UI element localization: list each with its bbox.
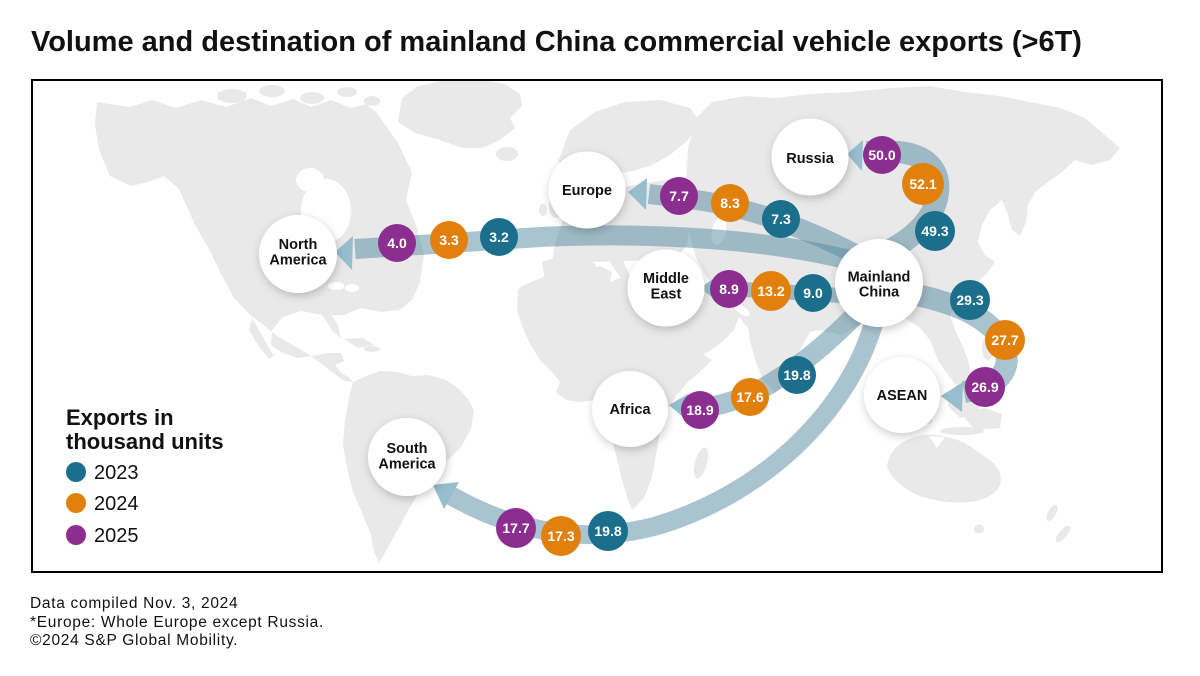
svg-text:China: China — [859, 285, 900, 301]
svg-text:29.3: 29.3 — [956, 292, 983, 308]
svg-text:9.0: 9.0 — [803, 285, 823, 301]
svg-text:52.1: 52.1 — [909, 176, 936, 192]
svg-text:3.2: 3.2 — [489, 229, 509, 245]
svg-text:50.0: 50.0 — [868, 147, 895, 163]
svg-text:3.3: 3.3 — [439, 232, 459, 248]
svg-text:27.7: 27.7 — [991, 332, 1018, 348]
svg-text:America: America — [269, 253, 327, 269]
svg-text:13.2: 13.2 — [757, 283, 784, 299]
svg-text:East: East — [651, 287, 682, 303]
svg-text:Middle: Middle — [643, 271, 689, 287]
svg-text:2023: 2023 — [94, 462, 139, 484]
svg-text:8.3: 8.3 — [720, 195, 740, 211]
svg-text:17.6: 17.6 — [736, 389, 763, 405]
svg-text:North: North — [279, 237, 318, 253]
svg-text:Exports in: Exports in — [66, 405, 174, 430]
svg-text:49.3: 49.3 — [921, 223, 948, 239]
svg-text:Africa: Africa — [609, 402, 651, 418]
svg-text:7.3: 7.3 — [771, 211, 791, 227]
svg-text:South: South — [386, 441, 427, 457]
svg-text:America: America — [378, 457, 436, 473]
svg-text:17.3: 17.3 — [547, 528, 574, 544]
svg-text:Russia: Russia — [786, 151, 834, 167]
svg-text:26.9: 26.9 — [971, 379, 998, 395]
svg-text:thousand units: thousand units — [66, 429, 224, 454]
svg-text:Mainland: Mainland — [848, 270, 911, 286]
svg-text:18.9: 18.9 — [686, 402, 713, 418]
svg-text:2024: 2024 — [94, 493, 139, 515]
svg-text:ASEAN: ASEAN — [877, 388, 928, 404]
svg-text:19.8: 19.8 — [783, 367, 810, 383]
svg-text:8.9: 8.9 — [719, 281, 739, 297]
svg-text:4.0: 4.0 — [387, 235, 407, 251]
svg-text:Europe: Europe — [562, 183, 612, 199]
svg-text:7.7: 7.7 — [669, 188, 689, 204]
svg-text:17.7: 17.7 — [502, 520, 529, 536]
svg-text:19.8: 19.8 — [594, 523, 621, 539]
svg-text:2025: 2025 — [94, 525, 139, 547]
